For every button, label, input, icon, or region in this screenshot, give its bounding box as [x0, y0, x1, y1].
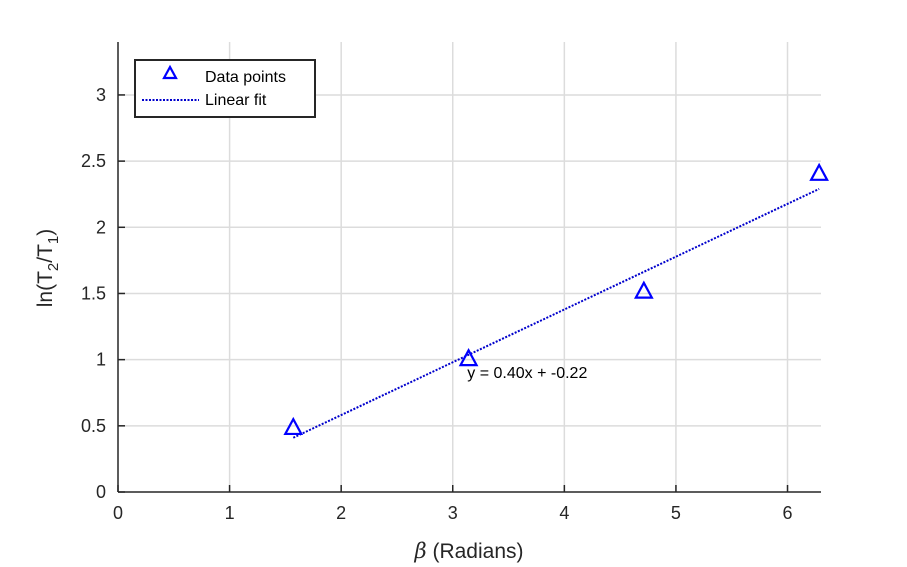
data-point-marker — [458, 348, 479, 367]
axes-layer — [117, 42, 821, 493]
x-tick-label: 2 — [336, 503, 346, 523]
legend-label-linear-fit: Linear fit — [205, 92, 267, 109]
legend-box — [134, 59, 316, 118]
y-tick-label: 0.5 — [81, 416, 106, 436]
y-tick-label: 2 — [96, 217, 106, 237]
y-axis-label-part: /T — [34, 244, 57, 263]
y-axis-label-subscript: 2 — [45, 263, 62, 271]
data-point-marker — [283, 416, 304, 436]
y-axis-label: ln(T2/T1) — [34, 229, 62, 308]
x-tick-label: 5 — [671, 503, 681, 523]
x-axis-label-text: (Radians) — [427, 540, 524, 563]
legend-triangle-marker — [162, 64, 178, 80]
x-axis-label-symbol: β — [413, 539, 426, 563]
legend-label-data-points: Data points — [205, 69, 286, 86]
y-tick-label: 0 — [96, 482, 106, 502]
legend: Data points Linear fit — [134, 59, 316, 118]
y-tick-label: 1.5 — [81, 283, 106, 303]
x-tick-label: 3 — [448, 503, 458, 523]
x-tick-label: 0 — [113, 503, 123, 523]
data-point-marker — [633, 280, 654, 299]
x-tick-label: 1 — [225, 503, 235, 523]
tick-labels: 0 1 2 3 4 5 6 0 0.5 1 1.5 2 2.5 3 — [81, 85, 793, 523]
y-tick-label: 1 — [96, 350, 106, 370]
data-point-marker — [809, 162, 829, 181]
x-axis-label: β (Radians) — [413, 539, 523, 563]
y-axis-label-part: ln(T — [34, 271, 57, 307]
linear-fit-line — [292, 188, 820, 439]
y-tick-label: 2.5 — [81, 151, 106, 171]
y-axis-label-subscript: 1 — [45, 236, 62, 244]
series-layer — [283, 162, 829, 439]
fit-equation-annotation: y = 0.40x + -0.22 — [467, 365, 587, 382]
x-tick-label: 4 — [559, 503, 569, 523]
x-tick-label: 6 — [783, 503, 793, 523]
y-tick-label: 3 — [96, 85, 106, 105]
y-axis-label-part: ) — [34, 229, 57, 236]
